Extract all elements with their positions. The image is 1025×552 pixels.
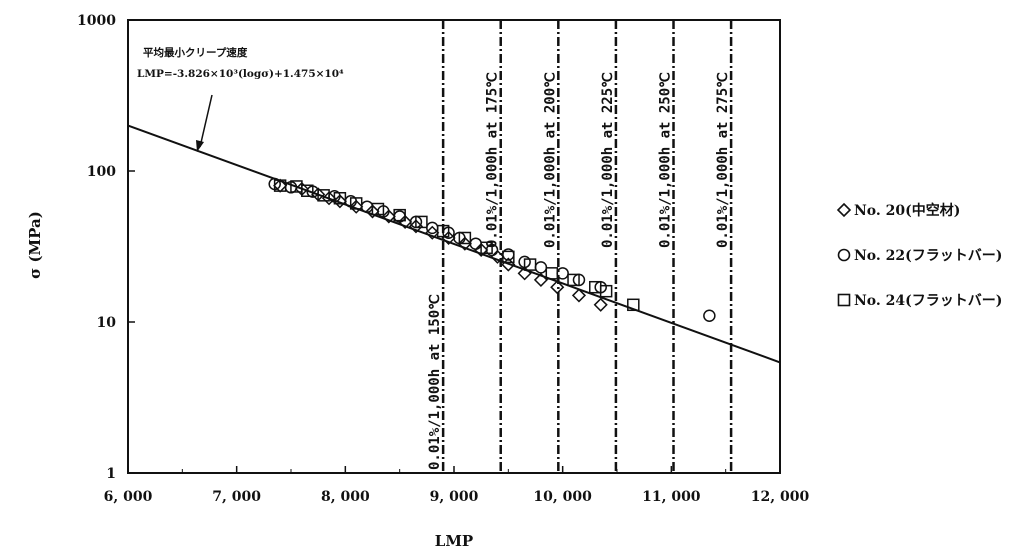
square-marker-icon [837, 293, 851, 307]
data-point-square [545, 267, 559, 280]
legend-item-no22: No. 22(フラットバー) [836, 243, 1025, 267]
reference-line-label: 0.01%/1,000h at 250℃ [658, 72, 674, 248]
legend-label: No. 24(フラットバー) [854, 293, 1003, 309]
reference-line-label: 0.01%/1,000h at 175℃ [485, 72, 501, 248]
x-tick-label: 7, 000 [212, 489, 261, 505]
data-point-square [436, 224, 450, 238]
x-tick-label: 12, 000 [751, 489, 810, 505]
data-point-square [349, 197, 363, 210]
y-tick-label: 100 [87, 164, 116, 180]
annotation-arrow [196, 94, 213, 152]
reference-lines: 0.01%/1,000h at 150℃ 0.01%/1,000h at 175℃… [427, 20, 733, 473]
legend-label: No. 20(中空材) [854, 203, 961, 219]
data-point-square [627, 298, 640, 312]
data-point-square [371, 202, 385, 216]
data-point-diamond [517, 266, 532, 281]
x-tick-label: 10, 000 [533, 489, 592, 505]
y-axis-title: σ (MPa) [26, 211, 44, 279]
x-axis-ticks: 6, 000 7, 000 8, 000 9, 000 10, 000 11, 000 12… [104, 466, 810, 505]
reference-line-label: 0.01%/1,000h at 275℃ [715, 72, 731, 248]
x-axis-title: LMP [435, 532, 473, 550]
data-point-square [458, 231, 472, 245]
x-tick-label: 8, 000 [321, 489, 370, 505]
data-point-diamond [332, 194, 347, 209]
fit-line-group [127, 124, 781, 364]
data-point-square [415, 215, 428, 229]
legend-item-no20: No. 20(中空材) [836, 198, 1025, 222]
y-tick-label: 1000 [77, 13, 116, 29]
legend: No. 20(中空材) No. 22(フラットバー) No. 24(フラットバー… [836, 198, 1025, 333]
data-point-square [301, 184, 314, 197]
reference-line-label: 0.01%/1,000h at 150℃ [427, 294, 443, 470]
reference-line-label: 0.01%/1,000h at 225℃ [600, 72, 616, 248]
data-point-diamond [571, 288, 587, 303]
data-point-circle [703, 309, 716, 322]
data-point-diamond [474, 242, 489, 258]
data-point-square [502, 250, 515, 264]
data-point-diamond [593, 297, 608, 312]
data-point-square [333, 191, 347, 205]
plot-area [127, 19, 781, 474]
diamond-marker-icon [836, 202, 852, 218]
data-point-square [599, 284, 613, 298]
data-point-diamond [321, 191, 337, 206]
data-point-square [567, 273, 580, 287]
data-point-square [523, 258, 537, 271]
y-tick-label: 1 [106, 466, 116, 482]
data-point-square [393, 208, 406, 222]
data-point-square [480, 241, 493, 255]
legend-item-no24: No. 24(フラットバー) [836, 288, 1025, 312]
y-axis-ticks: 1 10 100 1000 [77, 13, 135, 482]
data-point-diamond [365, 204, 380, 219]
y-tick-label: 10 [97, 315, 117, 331]
x-tick-label: 6, 000 [104, 489, 153, 505]
circle-marker-icon [837, 248, 851, 262]
data-point-diamond [457, 236, 472, 251]
data-points [268, 177, 716, 322]
fit-annotation-formula: LMP=-3.826×10³(logσ)+1.475×10⁴ [137, 68, 344, 80]
data-point-diamond [349, 199, 364, 214]
data-point-diamond [550, 280, 565, 295]
reference-line-label: 0.01%/1,000h at 200℃ [542, 72, 558, 248]
data-point-diamond [381, 209, 396, 224]
x-tick-label: 9, 000 [430, 489, 479, 505]
x-tick-label: 11, 000 [642, 489, 701, 505]
data-point-square [273, 179, 287, 192]
fit-line [127, 124, 781, 364]
legend-label: No. 22(フラットバー) [854, 248, 1003, 264]
data-point-square [317, 189, 330, 202]
data-point-diamond [408, 219, 424, 234]
data-point-diamond [533, 272, 548, 287]
fit-annotation-title: 平均最小クリープ速度 [143, 46, 248, 59]
